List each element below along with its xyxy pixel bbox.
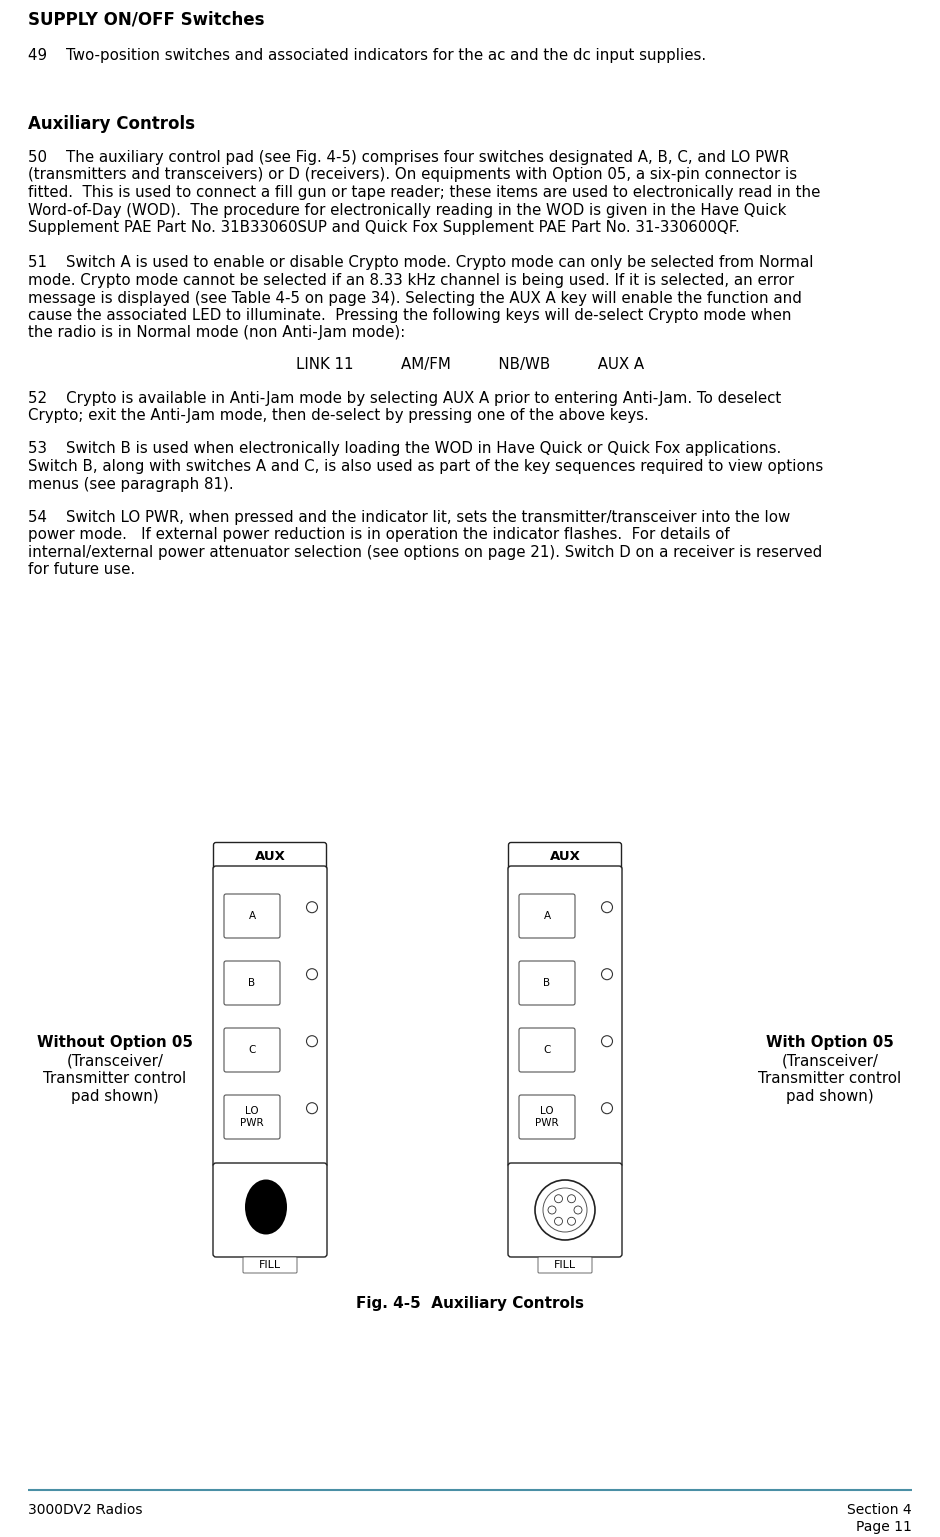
Circle shape: [306, 1036, 318, 1047]
FancyBboxPatch shape: [508, 865, 622, 1167]
Text: pad shown): pad shown): [71, 1090, 159, 1104]
Text: cause the associated LED to illuminate.  Pressing the following keys will de-sel: cause the associated LED to illuminate. …: [28, 307, 791, 323]
FancyBboxPatch shape: [213, 865, 327, 1167]
Text: (transmitters and transceivers) or D (receivers). On equipments with Option 05, : (transmitters and transceivers) or D (re…: [28, 168, 797, 183]
Text: Without Option 05: Without Option 05: [37, 1034, 193, 1050]
Text: for future use.: for future use.: [28, 563, 135, 578]
Text: fitted.  This is used to connect a fill gun or tape reader; these items are used: fitted. This is used to connect a fill g…: [28, 184, 821, 200]
Circle shape: [535, 1180, 595, 1240]
Text: FILL: FILL: [258, 1260, 281, 1270]
Text: C: C: [543, 1045, 551, 1054]
Text: Crypto; exit the Anti-Jam mode, then de-select by pressing one of the above keys: Crypto; exit the Anti-Jam mode, then de-…: [28, 407, 649, 423]
FancyBboxPatch shape: [519, 1094, 575, 1139]
Text: LO
PWR: LO PWR: [535, 1107, 558, 1128]
Text: (Transceiver/: (Transceiver/: [781, 1053, 879, 1068]
Text: the radio is in Normal mode (non Anti-Jam mode):: the radio is in Normal mode (non Anti-Ja…: [28, 326, 405, 341]
Text: AUX: AUX: [550, 850, 580, 864]
FancyBboxPatch shape: [519, 1028, 575, 1071]
Text: Transmitter control: Transmitter control: [759, 1071, 901, 1087]
Text: power mode.   If external power reduction is in operation the indicator flashes.: power mode. If external power reduction …: [28, 527, 729, 543]
Text: SUPPLY ON/OFF Switches: SUPPLY ON/OFF Switches: [28, 11, 264, 28]
Text: FILL: FILL: [554, 1260, 576, 1270]
Text: Section 4: Section 4: [847, 1503, 912, 1517]
Circle shape: [602, 902, 613, 913]
FancyBboxPatch shape: [213, 842, 326, 871]
Text: LO
PWR: LO PWR: [241, 1107, 264, 1128]
Text: Fig. 4-5  Auxiliary Controls: Fig. 4-5 Auxiliary Controls: [356, 1296, 584, 1311]
FancyBboxPatch shape: [224, 895, 280, 938]
FancyBboxPatch shape: [224, 961, 280, 1005]
FancyBboxPatch shape: [519, 895, 575, 938]
Circle shape: [574, 1207, 582, 1214]
FancyBboxPatch shape: [224, 1028, 280, 1071]
Text: A: A: [248, 911, 256, 921]
Text: Page 11: Page 11: [856, 1520, 912, 1534]
Text: With Option 05: With Option 05: [766, 1034, 894, 1050]
Circle shape: [602, 968, 613, 979]
Text: 51    Switch A is used to enable or disable Crypto mode. Crypto mode can only be: 51 Switch A is used to enable or disable…: [28, 255, 813, 271]
Text: C: C: [248, 1045, 256, 1054]
Text: A: A: [543, 911, 551, 921]
FancyBboxPatch shape: [509, 842, 621, 871]
Circle shape: [306, 968, 318, 979]
Text: message is displayed (see Table 4-5 on page 34). Selecting the AUX A key will en: message is displayed (see Table 4-5 on p…: [28, 290, 802, 306]
Text: 52    Crypto is available in Anti-Jam mode by selecting AUX A prior to entering : 52 Crypto is available in Anti-Jam mode …: [28, 390, 781, 406]
Text: LINK 11          AM/FM          NB/WB          AUX A: LINK 11 AM/FM NB/WB AUX A: [296, 357, 644, 372]
Text: 50    The auxiliary control pad (see Fig. 4-5) comprises four switches designate: 50 The auxiliary control pad (see Fig. 4…: [28, 151, 790, 164]
Circle shape: [602, 1102, 613, 1114]
Circle shape: [568, 1217, 575, 1225]
Circle shape: [555, 1194, 562, 1203]
FancyBboxPatch shape: [508, 1164, 622, 1257]
FancyBboxPatch shape: [213, 1164, 327, 1257]
Text: Switch B, along with switches A and C, is also used as part of the key sequences: Switch B, along with switches A and C, i…: [28, 460, 823, 473]
FancyBboxPatch shape: [224, 1094, 280, 1139]
Text: 49    Two-position switches and associated indicators for the ac and the dc inpu: 49 Two-position switches and associated …: [28, 48, 706, 63]
FancyBboxPatch shape: [538, 1257, 592, 1273]
Circle shape: [555, 1217, 562, 1225]
Text: 53    Switch B is used when electronically loading the WOD in Have Quick or Quic: 53 Switch B is used when electronically …: [28, 441, 781, 456]
Circle shape: [548, 1207, 556, 1214]
Text: menus (see paragraph 81).: menus (see paragraph 81).: [28, 476, 234, 492]
FancyBboxPatch shape: [519, 961, 575, 1005]
Text: Supplement PAE Part No. 31B33060SUP and Quick Fox Supplement PAE Part No. 31-330: Supplement PAE Part No. 31B33060SUP and …: [28, 220, 740, 235]
Ellipse shape: [245, 1179, 287, 1234]
Text: Word-of-Day (WOD).  The procedure for electronically reading in the WOD is given: Word-of-Day (WOD). The procedure for ele…: [28, 203, 787, 218]
FancyBboxPatch shape: [243, 1257, 297, 1273]
Text: internal/external power attenuator selection (see options on page 21). Switch D : internal/external power attenuator selec…: [28, 546, 822, 559]
Text: AUX: AUX: [255, 850, 286, 864]
Text: Transmitter control: Transmitter control: [43, 1071, 187, 1087]
Circle shape: [543, 1188, 587, 1233]
Text: 54    Switch LO PWR, when pressed and the indicator lit, sets the transmitter/tr: 54 Switch LO PWR, when pressed and the i…: [28, 510, 791, 526]
Circle shape: [602, 1036, 613, 1047]
Text: mode. Crypto mode cannot be selected if an 8.33 kHz channel is being used. If it: mode. Crypto mode cannot be selected if …: [28, 274, 794, 287]
Text: pad shown): pad shown): [786, 1090, 874, 1104]
Circle shape: [306, 902, 318, 913]
Text: (Transceiver/: (Transceiver/: [67, 1053, 164, 1068]
Circle shape: [568, 1194, 575, 1203]
Text: 3000DV2 Radios: 3000DV2 Radios: [28, 1503, 143, 1517]
Circle shape: [306, 1102, 318, 1114]
Text: B: B: [248, 978, 256, 988]
Text: B: B: [543, 978, 551, 988]
Text: Auxiliary Controls: Auxiliary Controls: [28, 115, 195, 134]
